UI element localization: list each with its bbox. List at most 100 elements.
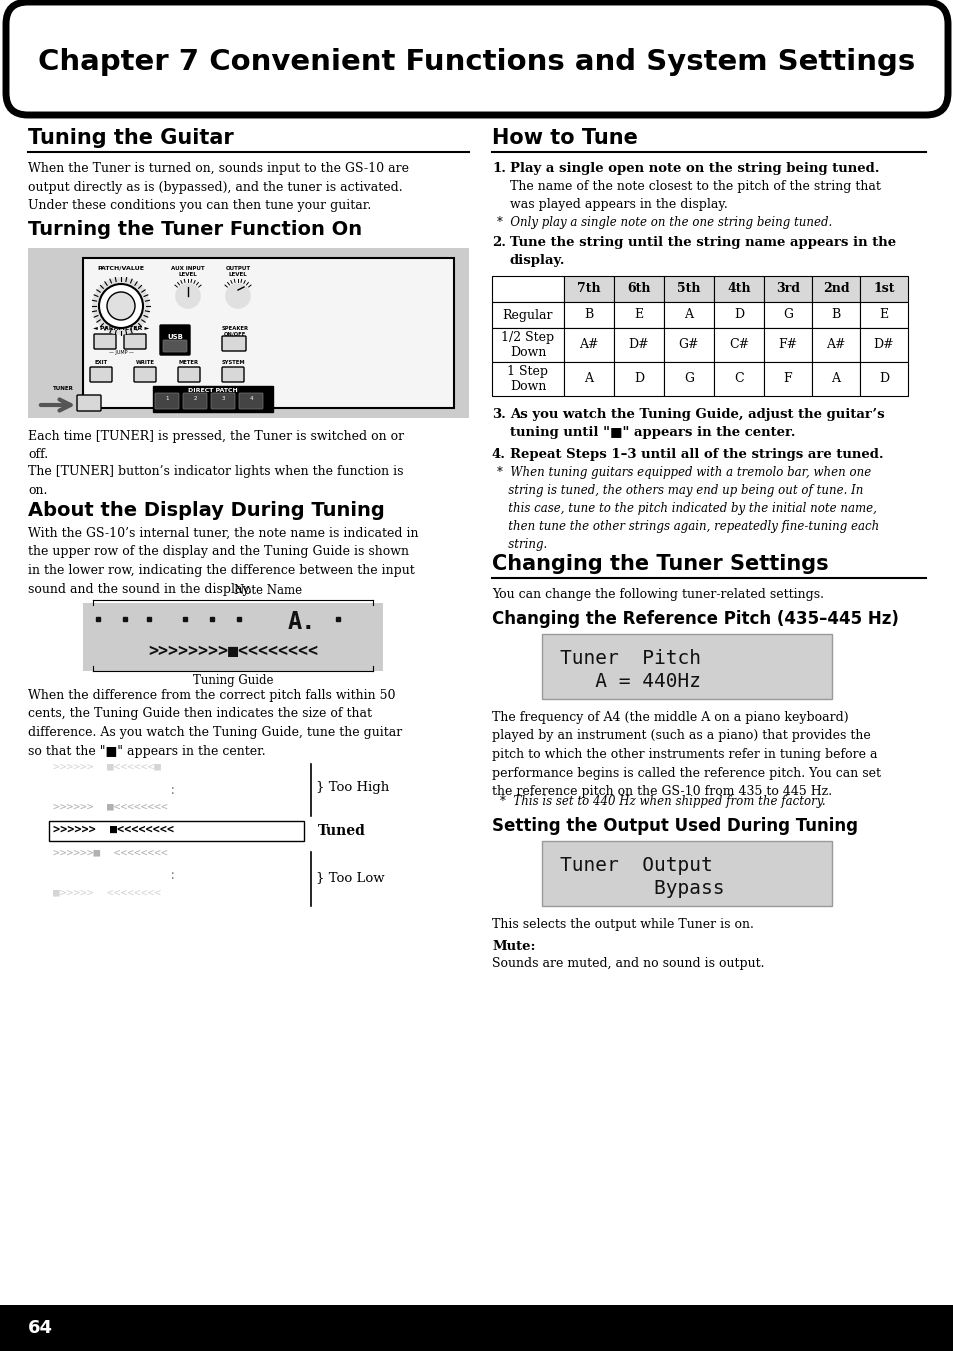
Text: This selects the output while Tuner is on.: This selects the output while Tuner is o… <box>492 917 753 931</box>
Text: ■>>>>>  <<<<<<<<: ■>>>>> <<<<<<<< <box>53 888 161 897</box>
Text: Tuned: Tuned <box>317 824 366 838</box>
Text: How to Tune: How to Tune <box>492 128 638 149</box>
Text: USB: USB <box>167 334 183 340</box>
FancyBboxPatch shape <box>239 393 263 409</box>
FancyBboxPatch shape <box>163 340 187 353</box>
Text: 1: 1 <box>165 396 169 401</box>
Text: Each time [TUNER] is pressed, the Tuner is switched on or
off.: Each time [TUNER] is pressed, the Tuner … <box>28 430 404 462</box>
Text: 2.: 2. <box>492 236 505 249</box>
FancyBboxPatch shape <box>90 367 112 382</box>
FancyBboxPatch shape <box>222 367 244 382</box>
Text: SPEAKER
ON/OFF: SPEAKER ON/OFF <box>221 326 249 336</box>
Circle shape <box>92 278 149 334</box>
Bar <box>49 821 304 842</box>
Text: You can change the following tuner-related settings.: You can change the following tuner-relat… <box>492 588 823 601</box>
Text: } Too Low: } Too Low <box>315 871 384 884</box>
FancyBboxPatch shape <box>211 393 234 409</box>
FancyBboxPatch shape <box>183 393 207 409</box>
Text: AUX INPUT
LEVEL: AUX INPUT LEVEL <box>171 266 205 277</box>
Text: D#: D# <box>628 339 649 351</box>
Text: *  When tuning guitars equipped with a tremolo bar, when one
   string is tuned,: * When tuning guitars equipped with a tr… <box>497 466 879 551</box>
Text: 5th: 5th <box>677 282 700 296</box>
Text: G: G <box>782 308 792 322</box>
Text: 4.: 4. <box>492 449 505 461</box>
Bar <box>663 276 713 303</box>
Text: PATCH/VALUE: PATCH/VALUE <box>97 266 144 272</box>
Text: About the Display During Tuning: About the Display During Tuning <box>28 501 384 520</box>
Text: Sounds are muted, and no sound is output.: Sounds are muted, and no sound is output… <box>492 957 763 970</box>
Text: EXIT: EXIT <box>94 359 108 365</box>
Text: The frequency of A4 (the middle A on a piano keyboard)
played by an instrument (: The frequency of A4 (the middle A on a p… <box>492 711 880 798</box>
Bar <box>541 634 831 698</box>
Text: >>>>>>>>■<<<<<<<<: >>>>>>>>■<<<<<<<< <box>148 642 317 661</box>
Text: 1/2 Step
Down: 1/2 Step Down <box>501 331 554 359</box>
Text: 1.: 1. <box>492 162 505 176</box>
Text: D: D <box>733 308 743 322</box>
Text: Mute:: Mute: <box>492 940 535 952</box>
FancyBboxPatch shape <box>124 334 146 349</box>
Text: The [TUNER] button’s indicator lights when the function is
on.: The [TUNER] button’s indicator lights wh… <box>28 465 403 497</box>
Text: 64: 64 <box>28 1319 53 1337</box>
Bar <box>492 303 563 328</box>
Bar <box>614 362 663 396</box>
Text: 3rd: 3rd <box>775 282 800 296</box>
Bar <box>614 303 663 328</box>
Text: Changing the Reference Pitch (435–445 Hz): Changing the Reference Pitch (435–445 Hz… <box>492 611 898 628</box>
Text: >>>>>>■  <<<<<<<<: >>>>>>■ <<<<<<<< <box>53 847 168 857</box>
Text: E: E <box>634 308 643 322</box>
Bar <box>0 1305 953 1351</box>
Bar <box>563 276 614 303</box>
Text: F: F <box>782 373 792 385</box>
Text: C#: C# <box>728 339 748 351</box>
FancyBboxPatch shape <box>6 1 947 115</box>
Text: Note Name: Note Name <box>233 584 302 597</box>
Text: *  This is set to 440 Hz when shipped from the factory.: * This is set to 440 Hz when shipped fro… <box>499 794 824 808</box>
Text: 2nd: 2nd <box>821 282 848 296</box>
Text: With the GS-10’s internal tuner, the note name is indicated in
the upper row of : With the GS-10’s internal tuner, the not… <box>28 527 418 596</box>
FancyBboxPatch shape <box>133 367 156 382</box>
Bar <box>811 276 859 303</box>
Bar <box>492 276 563 303</box>
Text: 1 Step
Down: 1 Step Down <box>507 365 548 393</box>
Bar <box>541 842 831 907</box>
Text: 4: 4 <box>249 396 253 401</box>
Text: Tune the string until the string name appears in the
display.: Tune the string until the string name ap… <box>510 236 895 267</box>
Text: A.: A. <box>288 611 315 634</box>
Bar <box>763 303 811 328</box>
Text: A#: A# <box>578 339 598 351</box>
Circle shape <box>107 292 135 320</box>
Text: SYSTEM: SYSTEM <box>221 359 245 365</box>
FancyBboxPatch shape <box>77 394 101 411</box>
Text: >>>>>>  ■<<<<<<■: >>>>>> ■<<<<<<■ <box>53 761 161 771</box>
Bar <box>713 303 763 328</box>
Text: A: A <box>831 373 840 385</box>
Text: >>>>>>  ■<<<<<<<<: >>>>>> ■<<<<<<<< <box>53 823 174 836</box>
Text: A: A <box>684 308 693 322</box>
Bar <box>492 362 563 396</box>
Bar <box>83 258 454 408</box>
Text: A: A <box>584 373 593 385</box>
Text: Bypass: Bypass <box>559 880 723 898</box>
Bar <box>713 362 763 396</box>
Circle shape <box>226 284 250 308</box>
Text: Tuner  Output: Tuner Output <box>559 857 712 875</box>
Text: B: B <box>584 308 593 322</box>
Text: Changing the Tuner Settings: Changing the Tuner Settings <box>492 554 828 574</box>
Bar <box>152 386 273 412</box>
Bar <box>492 328 563 362</box>
Text: B: B <box>830 308 840 322</box>
Text: TUNER: TUNER <box>52 386 73 390</box>
Text: The name of the note closest to the pitch of the string that
was played appears : The name of the note closest to the pitc… <box>510 180 880 211</box>
Text: D: D <box>634 373 643 385</box>
Text: >>>>>>  ■<<<<<<<<: >>>>>> ■<<<<<<<< <box>53 801 168 811</box>
Bar <box>713 328 763 362</box>
Text: G: G <box>683 373 693 385</box>
Text: } Too High: } Too High <box>315 781 389 794</box>
Bar <box>563 303 614 328</box>
Bar <box>563 362 614 396</box>
Text: 6th: 6th <box>626 282 650 296</box>
FancyBboxPatch shape <box>178 367 200 382</box>
Bar <box>713 276 763 303</box>
Text: E: E <box>879 308 887 322</box>
Text: Tuner  Pitch: Tuner Pitch <box>559 648 700 667</box>
